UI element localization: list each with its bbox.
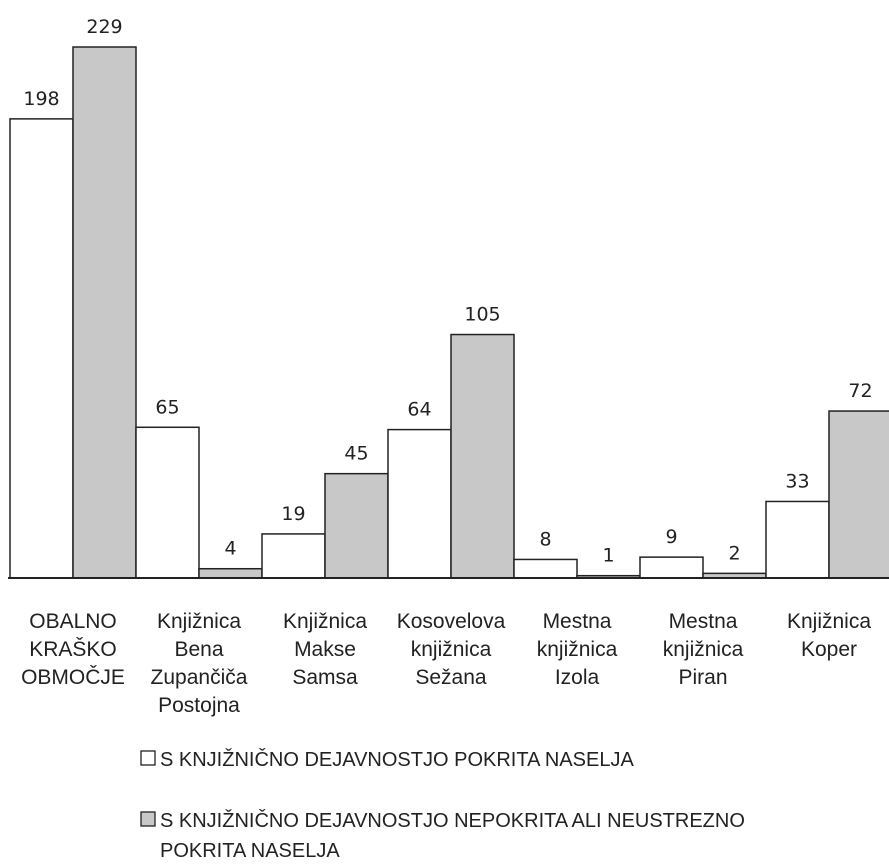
category-label-line: Koper xyxy=(801,638,857,661)
legend-label-uncovered: S KNJIŽNIČNO DEJAVNOSTJO NEPOKRITA ALI N… xyxy=(160,809,745,832)
value-label-covered-2: 19 xyxy=(281,503,305,525)
bar-covered-2 xyxy=(261,533,326,579)
bar-uncovered-6 xyxy=(828,410,889,579)
legend-label-covered: S KNJIŽNIČNO DEJAVNOSTJO POKRITA NASELJA xyxy=(160,748,634,771)
bar-covered-1 xyxy=(135,426,200,579)
value-label-covered-1: 65 xyxy=(155,396,179,418)
legend: S KNJIŽNIČNO DEJAVNOSTJO POKRITA NASELJA… xyxy=(140,748,745,862)
category-label-line: Mestna xyxy=(669,610,738,633)
value-label-covered-5: 9 xyxy=(665,526,677,548)
bar-covered-0 xyxy=(9,118,74,579)
bar-covered-5 xyxy=(639,556,704,579)
category-label-line: Knjižnica xyxy=(787,610,871,633)
category-label-line: Zupančiča xyxy=(151,666,248,689)
legend-label-uncovered-line2: POKRITA NASELJA xyxy=(160,840,340,862)
bar-uncovered-3 xyxy=(450,333,515,579)
bar-covered-6 xyxy=(765,500,830,579)
bar-covered-4 xyxy=(513,558,578,579)
category-labels-layer: OBALNO KRAŠKO OBMOČJE Knjižnica Bena Zupančič… xyxy=(21,610,871,717)
bar-uncovered-2 xyxy=(324,472,389,579)
category-label-line: knjižnica xyxy=(537,638,618,661)
category-label-1: Knjižnica Bena Zupančiča Postojna xyxy=(151,610,248,717)
value-label-covered-0: 198 xyxy=(23,88,59,110)
category-label-line: OBMOČJE xyxy=(21,666,125,689)
bar-uncovered-0 xyxy=(72,46,137,579)
category-label-line: Mestna xyxy=(543,610,612,633)
category-label-line: Bena xyxy=(174,638,223,661)
category-label-line: Postojna xyxy=(158,694,240,717)
category-label-0: OBALNO KRAŠKO OBMOČJE xyxy=(21,610,125,689)
value-label-uncovered-4: 1 xyxy=(602,545,614,567)
value-label-uncovered-1: 4 xyxy=(224,538,236,560)
category-label-line: Sežana xyxy=(415,666,487,689)
value-label-uncovered-3: 105 xyxy=(464,304,500,326)
category-label-2: Knjižnica Makse Samsa xyxy=(283,610,367,689)
category-label-3: Kosovelova knjižnica Sežana xyxy=(397,610,506,689)
category-label-4: Mestna knjižnica Izola xyxy=(537,610,618,689)
category-label-5: Mestna knjižnica Piran xyxy=(663,610,744,689)
category-label-6: Knjižnica Koper xyxy=(787,610,871,661)
value-label-covered-3: 64 xyxy=(407,399,431,421)
value-label-covered-6: 33 xyxy=(785,470,809,492)
value-label-covered-4: 8 xyxy=(539,528,551,550)
value-label-uncovered-0: 229 xyxy=(86,16,122,38)
category-label-line: Samsa xyxy=(292,666,358,689)
category-label-line: OBALNO xyxy=(29,610,117,633)
value-label-uncovered-2: 45 xyxy=(344,443,368,465)
category-label-line: KRAŠKO xyxy=(29,638,117,661)
category-label-line: Izola xyxy=(555,666,600,689)
category-label-line: Knjižnica xyxy=(283,610,367,633)
bar-covered-3 xyxy=(387,428,452,579)
category-label-line: knjižnica xyxy=(411,638,492,661)
value-label-uncovered-6: 72 xyxy=(848,380,872,402)
category-label-line: knjižnica xyxy=(663,638,744,661)
category-label-line: Kosovelova xyxy=(397,610,506,633)
legend-swatch-uncovered xyxy=(140,811,156,827)
category-label-line: Makse xyxy=(294,638,356,661)
bar-uncovered-1 xyxy=(198,567,263,579)
value-label-uncovered-5: 2 xyxy=(728,542,740,564)
legend-swatch-covered xyxy=(140,750,156,766)
category-label-line: Knjižnica xyxy=(157,610,241,633)
bars-layer xyxy=(9,46,889,579)
category-label-line: Piran xyxy=(678,666,727,689)
